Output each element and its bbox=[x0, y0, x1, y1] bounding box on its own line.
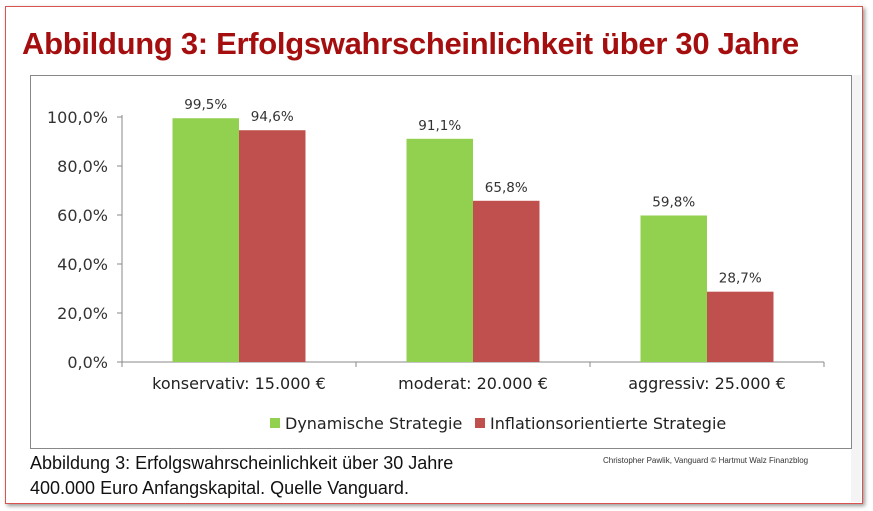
data-label: 28,7% bbox=[719, 271, 762, 287]
data-label: 99,5% bbox=[184, 97, 227, 113]
y-tick-label: 20,0% bbox=[57, 304, 108, 323]
data-label: 59,8% bbox=[652, 194, 695, 210]
category-label: aggressiv: 25.000 € bbox=[628, 374, 786, 393]
y-tick-label: 80,0% bbox=[57, 157, 108, 176]
y-tick-label: 0,0% bbox=[67, 353, 108, 372]
category-label: konservativ: 15.000 € bbox=[152, 374, 326, 393]
legend-swatch bbox=[475, 418, 485, 428]
bar-inflation bbox=[707, 291, 774, 362]
data-label: 94,6% bbox=[251, 109, 294, 125]
bar-inflation bbox=[473, 200, 540, 362]
category-label: moderat: 20.000 € bbox=[398, 374, 548, 393]
bar-dynamic bbox=[172, 118, 239, 362]
caption-line-2: 400.000 Euro Anfangskapital. Quelle Vang… bbox=[30, 478, 409, 498]
data-label: 91,1% bbox=[418, 118, 461, 134]
legend-label: Dynamische Strategie bbox=[285, 414, 462, 433]
bar-dynamic bbox=[406, 138, 473, 362]
credit: Christopher Pawlik, Vanguard © Hartmut W… bbox=[603, 456, 809, 465]
shade bbox=[851, 75, 861, 502]
y-tick-label: 40,0% bbox=[57, 255, 108, 274]
legend-label: Inflationsorientierte Strategie bbox=[490, 414, 726, 433]
y-tick-label: 100,0% bbox=[47, 108, 108, 127]
data-label: 65,8% bbox=[485, 180, 528, 196]
chart-title: Abbildung 3: Erfolgswahrscheinlichkeit ü… bbox=[22, 26, 799, 61]
y-tick-label: 60,0% bbox=[57, 206, 108, 225]
bar-inflation bbox=[239, 130, 306, 362]
caption-line-1: Abbildung 3: Erfolgswahrscheinlichkeit ü… bbox=[30, 453, 454, 473]
bar-dynamic bbox=[640, 215, 707, 362]
legend-swatch bbox=[270, 418, 280, 428]
